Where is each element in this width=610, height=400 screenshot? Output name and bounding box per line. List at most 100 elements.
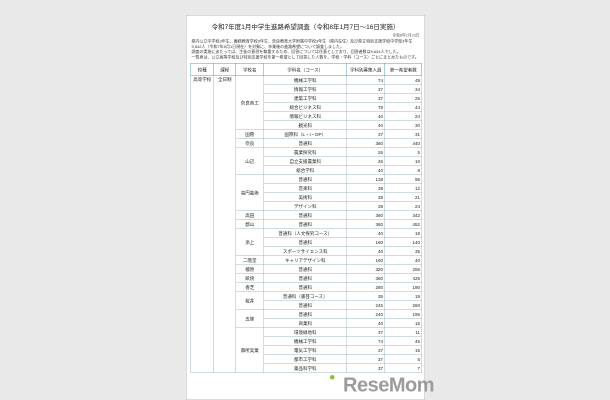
capacity-cell: 360 — [346, 138, 385, 149]
first-choice-cell: 25 — [384, 93, 422, 104]
dept-name-cell: 機械工学科 — [263, 75, 347, 86]
first-choice-cell: 12 — [384, 183, 422, 194]
school-type-cell: 高等学校 — [190, 75, 214, 374]
capacity-cell: 37 — [346, 129, 385, 140]
capacity-cell: 40 — [346, 246, 385, 257]
watermark-text: ReseMom — [343, 374, 434, 396]
table-row: 奈良 普通科 360 440 — [191, 138, 422, 149]
dept-name-cell: 普通科 — [263, 264, 347, 275]
first-choice-cell: 31 — [384, 129, 422, 140]
course-type-cell: 全日制 — [213, 75, 236, 374]
first-choice-cell: 195 — [384, 309, 422, 320]
first-choice-cell: 45 — [384, 336, 422, 347]
capacity-cell: 37 — [346, 84, 385, 95]
dept-name-cell: 普通科 — [263, 300, 347, 311]
dept-name-cell: 建築工学科 — [263, 93, 347, 104]
table-header-row: 校種 課程 学校名 学科名（コース） 学科別募集人員 第一希望者数 — [190, 63, 422, 77]
survey-table-body: 高等学校 全日制 奈良商工 機械工学科 74 49 情報工学科 37 34 建築工学科 37 25 総合… — [190, 75, 422, 374]
first-choice-cell: 30 — [384, 120, 422, 131]
capacity-cell: 78 — [346, 102, 385, 113]
capacity-cell: 360 — [346, 273, 385, 284]
first-choice-cell: 5 — [384, 147, 422, 158]
capacity-cell: 74 — [346, 336, 385, 347]
dept-name-cell: 商業科 — [263, 318, 347, 329]
dept-name-cell: 電気工学科 — [263, 345, 347, 356]
dept-name-cell: 普通科（書芸コース） — [263, 291, 347, 302]
capacity-cell: 360 — [346, 210, 385, 221]
first-choice-cell: 190 — [384, 282, 422, 293]
first-choice-cell: 11 — [384, 327, 422, 338]
capacity-cell: 160 — [346, 255, 385, 266]
dept-name-cell: 総合学科 — [263, 165, 347, 176]
first-choice-cell: 15 — [384, 318, 422, 329]
capacity-cell: 160 — [346, 237, 385, 248]
school-name-cell: 五條 — [235, 309, 264, 329]
capacity-cell: 37 — [346, 345, 385, 356]
dept-name-cell: 国際科（L・I・DP） — [263, 129, 347, 140]
capacity-cell: 26 — [346, 156, 385, 167]
header-course: 課程 — [213, 63, 236, 77]
first-choice-cell: 140 — [384, 237, 422, 248]
capacity-cell: 40 — [346, 111, 385, 122]
capacity-cell: 360 — [346, 219, 385, 230]
header-dept-name: 学科名（コース） — [263, 63, 347, 77]
capacity-cell: 40 — [346, 165, 385, 176]
table-row: 桜井 普通科（書芸コース） 35 19 — [191, 291, 422, 311]
first-choice-cell: 24 — [384, 111, 422, 122]
dept-name-cell: 自立支援農業科 — [263, 156, 347, 167]
capacity-cell: 38 — [346, 201, 385, 212]
first-choice-cell: 256 — [384, 264, 422, 275]
first-choice-cell: 21 — [384, 192, 422, 203]
first-choice-cell: 5 — [384, 354, 422, 365]
school-name-cell: 高田 — [235, 210, 264, 221]
survey-table: 校種 課程 学校名 学科名（コース） 学科別募集人員 第一希望者数 高等学校 全日… — [190, 63, 422, 374]
intro-line: 県内公立中学校3年生、義務教育学校9年生、奈良教育大学附属中学校3年生（県内在住… — [191, 39, 413, 44]
dept-name-cell: 総合ビジネス科 — [263, 102, 347, 113]
watermark-green-dot-icon — [330, 375, 335, 380]
school-name-cell: 橿原 — [235, 264, 264, 275]
dept-name-cell: 普通科 — [263, 174, 347, 185]
table-row: 都市工学科 37 5 — [191, 354, 422, 365]
capacity-cell: 240 — [346, 309, 385, 320]
dept-name-cell: デザイン科 — [263, 201, 347, 212]
dept-name-cell: スポーツサイエンス科 — [263, 246, 347, 257]
header-school-name: 学校名 — [235, 63, 264, 77]
first-choice-cell: 260 — [384, 300, 422, 311]
dept-name-cell: 普通科 — [263, 237, 347, 248]
school-name-cell: 桜井 — [235, 291, 264, 311]
school-name-cell: 畝傍 — [235, 273, 264, 284]
dept-name-cell: 都市工学科 — [263, 354, 347, 365]
header-school-type: 校種 — [190, 63, 214, 77]
resemom-watermark: ReseMom — [330, 374, 434, 397]
dept-name-cell: 普通科 — [263, 309, 347, 320]
first-choice-cell: 24 — [384, 201, 422, 212]
first-choice-cell: 34 — [384, 84, 422, 95]
first-choice-cell: 7 — [384, 363, 422, 374]
first-choice-cell: 19 — [384, 228, 422, 239]
capacity-cell: 37 — [346, 354, 385, 365]
dept-name-cell: 普通科 — [263, 210, 347, 221]
dept-name-cell: 観光科 — [263, 120, 347, 131]
first-choice-cell: 452 — [384, 219, 422, 230]
capacity-cell: 37 — [346, 93, 385, 104]
page-title: 令和7年度1月中学生進路希望調査（令和8年1月7日～16日実施） — [211, 23, 400, 31]
school-name-cell: 奈良商工 — [235, 75, 264, 131]
document-page: 令和7年度1月中学生進路希望調査（令和8年1月7日～16日実施） 令和8年1月2… — [186, 15, 425, 400]
dept-name-cell: 普通科 — [263, 282, 347, 293]
dept-name-cell: 普通科 — [263, 219, 347, 230]
dept-name-cell: 美術科 — [263, 192, 347, 203]
capacity-cell: 38 — [346, 192, 385, 203]
capacity-cell: 37 — [346, 327, 385, 338]
capacity-cell: 40 — [346, 228, 385, 239]
capacity-cell: 38 — [346, 183, 385, 194]
dept-name-cell: 農業探究科 — [263, 147, 347, 158]
dept-name-cell: 情報ビジネス科 — [263, 111, 347, 122]
school-name-cell: 二階堂 — [235, 255, 264, 266]
capacity-cell: 40 — [346, 318, 385, 329]
capacity-cell: 320 — [346, 264, 385, 275]
capacity-cell: 138 — [346, 174, 385, 185]
school-name-cell: 郡山 — [235, 219, 264, 230]
dept-name-cell: 機械工学科 — [263, 336, 347, 347]
